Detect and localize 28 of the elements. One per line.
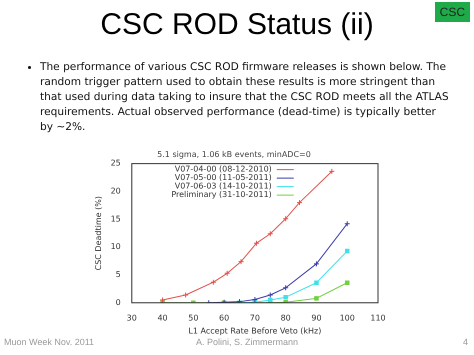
y-axis-title: CSC Deadtime (%) [94, 196, 103, 270]
text: CSC [434, 2, 470, 22]
x-tick-label: 60 [219, 314, 230, 323]
legend-label: V07-05-00 (11-05-2011) [174, 173, 272, 182]
y-tick-label: 25 [110, 158, 121, 168]
text: 4 [462, 337, 468, 347]
text: The performance of various CSC ROD firmware releases is shown below. The random trigger pattern used to obtain these results is more stringent than that used during data taking to insure that the CSC ROD meets all the ATLAS requirements. Actual observed performance (dead-time) is typically better by ~2%. [39, 60, 450, 135]
x-tick-label: 80 [280, 314, 291, 323]
y-tick-label: 0 [116, 298, 121, 307]
chart-title: CSC ROD Status (ii) [100, 8, 374, 41]
x-tick-label: 30 [126, 314, 137, 323]
legend-label: V07-04-00 (08-12-2010) [174, 164, 272, 174]
text: Muon Week Nov. 2011 [4, 337, 94, 347]
x-tick-label: 70 [250, 314, 260, 323]
legend-label: V07-06-03 (14-10-2011) [174, 182, 272, 191]
x-tick-label: 50 [188, 314, 198, 323]
y-tick-label: 5 [116, 270, 121, 280]
x-tick-label: 40 [157, 314, 168, 323]
legend-label: Preliminary (31-10-2011) [171, 190, 272, 200]
y-tick-label: 10 [110, 242, 121, 252]
x-axis-title: L1 Accept Rate Before Veto (kHz) [188, 326, 322, 336]
x-tick-label: 110 [370, 314, 386, 323]
y-tick-label: 15 [110, 214, 121, 224]
x-tick-label: 100 [340, 314, 355, 323]
chart-subtitle: 5.1 sigma, 1.06 kB events, minADC=0 [157, 150, 311, 159]
y-tick-label: 20 [110, 186, 121, 196]
x-tick-label: 90 [311, 314, 322, 323]
text: A. Polini, S. Zimmermann [196, 337, 298, 347]
